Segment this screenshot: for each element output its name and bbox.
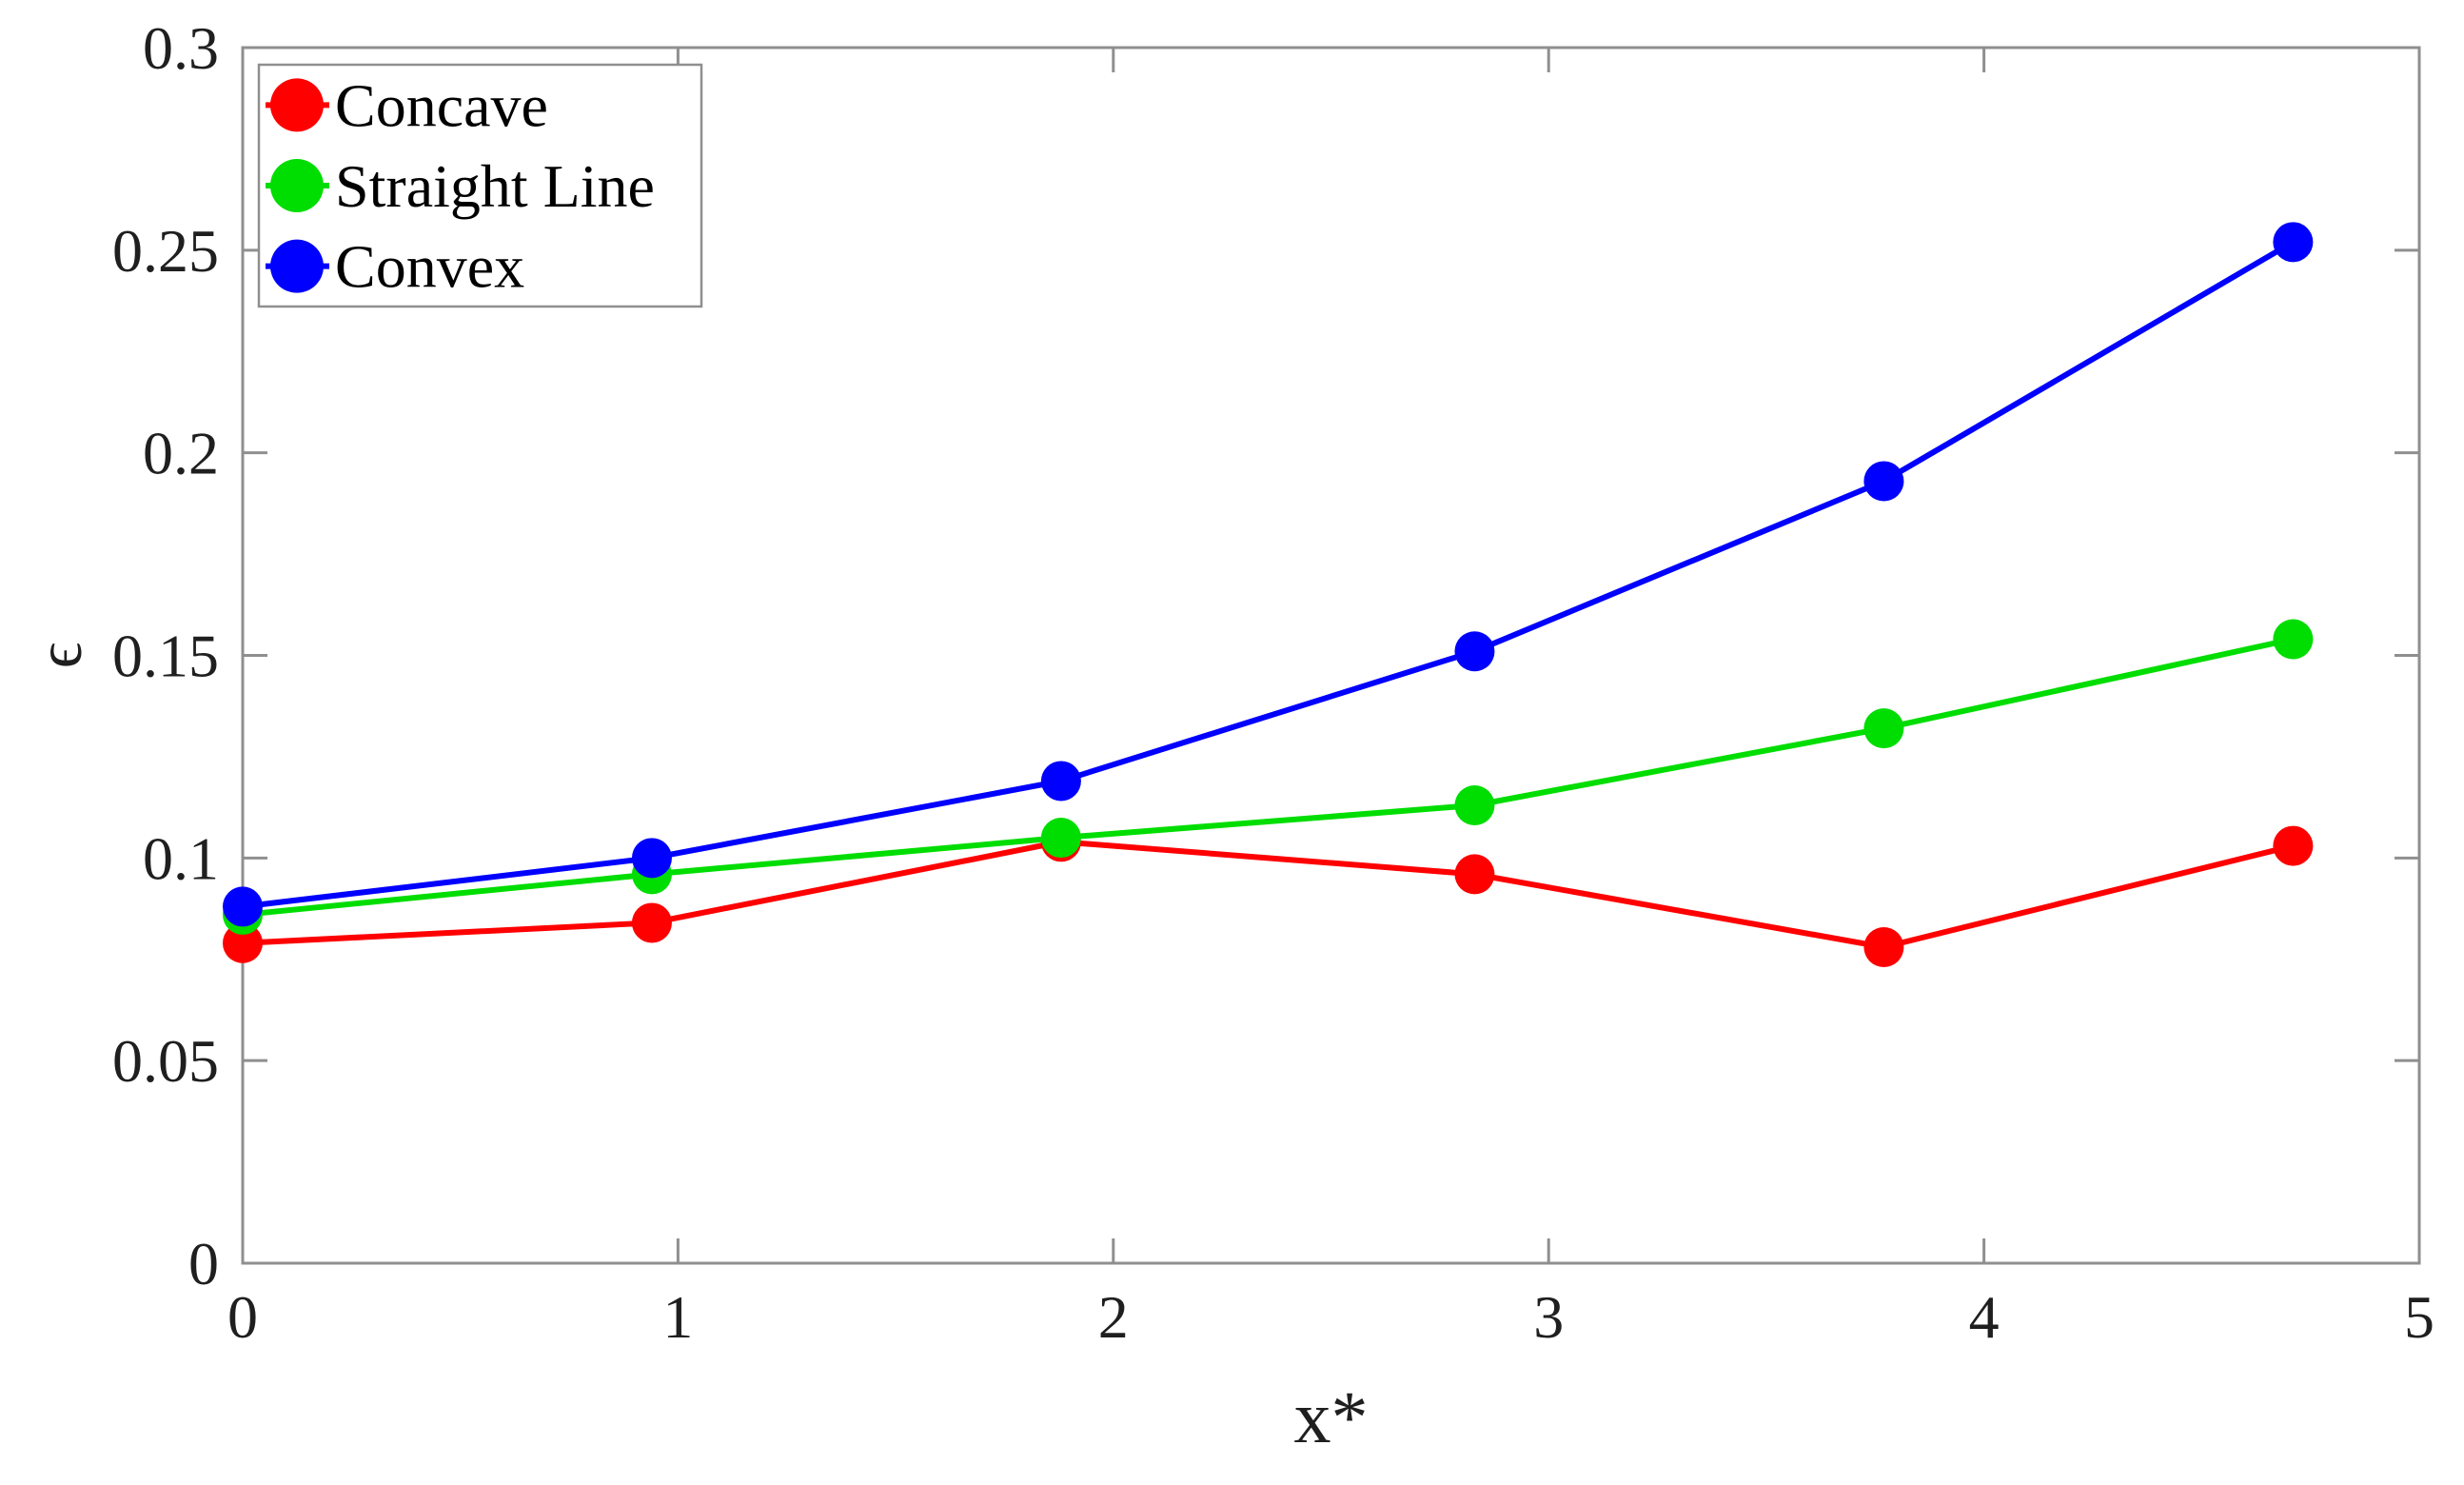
data-point-convex xyxy=(631,838,672,879)
legend-marker-straight-line xyxy=(270,159,324,212)
y-axis-tick-label: 0.2 xyxy=(143,420,219,487)
series-line-convex xyxy=(242,239,2295,910)
x-axis-label: x* xyxy=(1294,1376,1369,1458)
data-point-convex xyxy=(2273,222,2314,263)
x-axis-tick-label: 5 xyxy=(2404,1283,2434,1351)
legend-marker-convex xyxy=(270,239,324,293)
x-axis-tick-label: 0 xyxy=(227,1283,258,1351)
x-axis-tick-label: 4 xyxy=(1969,1283,2000,1351)
data-point-concave xyxy=(1454,854,1495,895)
data-point-straight-line xyxy=(1040,818,1081,859)
x-axis-tick-label: 2 xyxy=(1098,1283,1129,1351)
data-point-convex xyxy=(223,886,263,927)
legend xyxy=(257,63,703,308)
x-axis-tick-label: 1 xyxy=(662,1283,693,1351)
legend-label-concave: Concave xyxy=(335,71,548,139)
data-point-straight-line xyxy=(2273,619,2314,660)
y-axis-tick-label: 0.3 xyxy=(143,14,219,82)
y-axis-tick-label: 0.1 xyxy=(143,824,219,892)
legend-label-convex: Convex xyxy=(335,233,524,301)
data-point-concave xyxy=(1863,926,1904,967)
data-point-convex xyxy=(1863,461,1904,502)
data-point-straight-line xyxy=(1863,708,1904,749)
y-axis-tick-label: 0.15 xyxy=(112,623,219,690)
series-line-straight-line xyxy=(242,636,2294,918)
y-axis-tick-label: 0.05 xyxy=(112,1027,219,1095)
y-axis-label: ϵ xyxy=(23,643,95,669)
series-line-concave xyxy=(242,839,2295,951)
data-point-convex xyxy=(1454,631,1495,672)
legend-marker-concave xyxy=(270,78,324,132)
y-axis-tick-label: 0.25 xyxy=(112,217,219,285)
y-axis-tick-label: 0 xyxy=(188,1230,219,1297)
data-point-concave xyxy=(223,922,263,963)
data-point-concave xyxy=(631,902,672,943)
data-point-straight-line xyxy=(1454,784,1495,825)
x-axis-tick-label: 3 xyxy=(1533,1283,1564,1351)
legend-label-straight-line: Straight Line xyxy=(335,152,655,220)
data-point-convex xyxy=(1040,761,1081,802)
data-point-concave xyxy=(2273,825,2314,866)
